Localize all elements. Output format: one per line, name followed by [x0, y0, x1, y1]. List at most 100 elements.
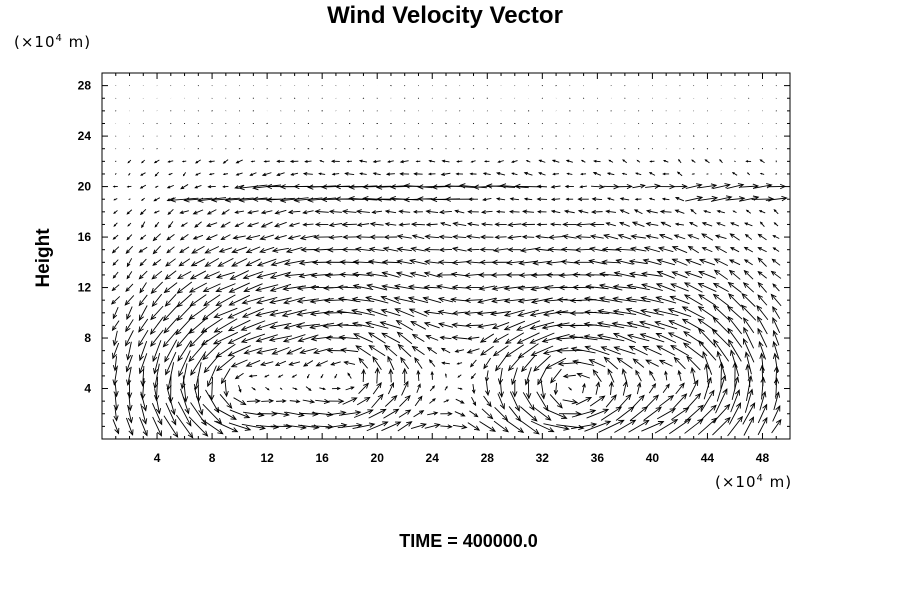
wind-vector	[380, 295, 401, 305]
wind-vector	[621, 172, 628, 175]
wind-vector	[222, 159, 229, 164]
wind-vector	[619, 197, 630, 201]
wind-vector	[640, 296, 664, 304]
wind-vector	[451, 284, 467, 291]
wind-vector	[718, 361, 725, 390]
wind-vector	[355, 209, 370, 215]
wind-vector	[568, 334, 598, 341]
wind-vector	[422, 296, 442, 304]
wind-vector	[293, 197, 323, 203]
wind-vector	[206, 209, 217, 215]
wind-vector	[320, 374, 324, 379]
wind-vector	[523, 171, 533, 176]
wind-vector	[255, 297, 278, 305]
wind-vector	[345, 386, 355, 391]
wind-vector	[228, 422, 252, 431]
wind-vector	[359, 172, 367, 176]
wind-vector	[238, 184, 268, 191]
wind-vector	[178, 258, 191, 267]
wind-vector	[634, 197, 642, 201]
wind-vector	[626, 283, 650, 291]
wind-vector	[727, 415, 744, 437]
wind-vector	[229, 409, 251, 419]
wind-vector	[743, 416, 755, 436]
wind-vector	[692, 135, 695, 137]
wind-vector	[368, 344, 386, 357]
wind-vector	[480, 345, 494, 356]
wind-vector	[411, 234, 425, 239]
wind-vector	[200, 318, 223, 333]
wind-vector	[128, 172, 131, 176]
wind-vector	[126, 185, 132, 188]
wind-vector	[195, 172, 201, 176]
wind-vector	[582, 382, 586, 394]
wind-vector	[243, 347, 263, 355]
wind-vector	[685, 195, 704, 202]
wind-vector	[113, 392, 119, 411]
wind-vector	[662, 383, 670, 394]
wind-vector	[309, 284, 334, 291]
wind-vector	[504, 332, 525, 344]
wind-vector	[423, 321, 440, 329]
wind-vector	[479, 333, 495, 343]
wind-vector	[729, 349, 740, 377]
x-tick-label: 20	[371, 451, 385, 465]
wind-vector	[444, 385, 448, 391]
wind-vector	[576, 372, 590, 379]
wind-vector	[138, 305, 148, 322]
wind-vector	[667, 332, 692, 344]
wind-vector	[346, 160, 352, 163]
wind-vector	[504, 344, 525, 358]
wind-vector	[593, 159, 601, 163]
wind-vector	[454, 209, 465, 214]
wind-vector	[492, 333, 509, 343]
wind-vector	[759, 364, 765, 387]
wind-vector	[313, 234, 331, 240]
wind-vector	[112, 259, 119, 266]
wind-vector	[685, 183, 703, 189]
wind-vector	[407, 284, 429, 290]
wind-vector	[252, 110, 255, 112]
wind-vector	[238, 385, 242, 393]
wind-vector	[507, 247, 522, 253]
wind-vector	[188, 416, 209, 437]
wind-vector	[678, 158, 682, 164]
wind-vector	[250, 160, 256, 163]
wind-vector	[523, 197, 533, 201]
wind-vector	[645, 359, 659, 367]
wind-vector	[252, 184, 282, 191]
wind-vector	[271, 346, 290, 355]
wind-vector	[214, 420, 239, 433]
wind-vector	[166, 234, 175, 241]
wind-vector	[154, 376, 160, 402]
wind-vector	[565, 159, 573, 163]
wind-vector	[496, 171, 506, 176]
wind-vector	[246, 398, 261, 404]
wind-vector	[566, 172, 573, 175]
wind-vector	[600, 406, 623, 421]
wind-vector	[219, 393, 233, 409]
wind-vector	[606, 197, 615, 201]
wind-vector	[176, 293, 193, 308]
wind-vector	[288, 222, 300, 227]
wind-vector	[379, 321, 402, 330]
wind-vector	[698, 183, 718, 189]
wind-vector	[114, 173, 117, 175]
wind-vector	[536, 391, 549, 412]
wind-vector	[773, 209, 779, 215]
wind-vector	[618, 183, 633, 190]
wind-vector	[340, 347, 359, 353]
wind-vector	[645, 209, 658, 214]
wind-vector	[235, 172, 243, 176]
wind-vector	[588, 359, 606, 368]
wind-vector	[235, 159, 243, 164]
wind-vector	[328, 234, 343, 240]
wind-vector	[112, 356, 119, 372]
wind-vector	[729, 233, 740, 241]
wind-vector	[220, 234, 231, 241]
wind-vector	[757, 294, 768, 306]
wind-vector	[261, 172, 272, 177]
wind-vector	[207, 365, 217, 388]
wind-vector	[714, 246, 727, 254]
wind-vector	[151, 270, 163, 280]
